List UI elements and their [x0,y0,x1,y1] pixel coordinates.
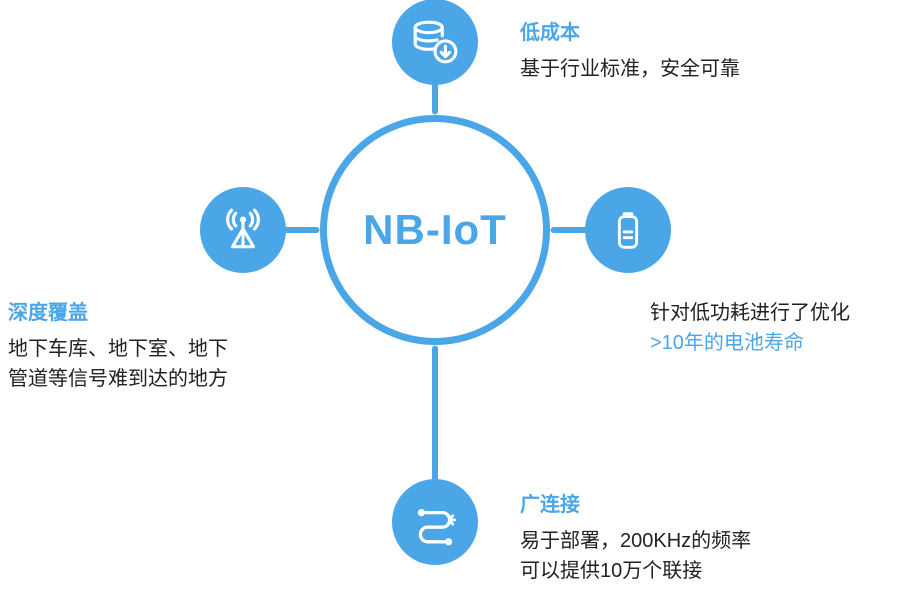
desc2-wide-connect: 可以提供10万个联接 [520,556,840,586]
node-low-power [585,187,671,273]
node-deep-coverage [200,187,286,273]
desc2-deep-coverage: 管道等信号难到达的地方 [8,364,288,394]
text-low-power: 针对低功耗进行了优化 >10年的电池寿命 [650,298,900,358]
antenna-icon [218,205,268,255]
title-low-cost: 低成本 [520,18,840,48]
desc2-low-power: >10年的电池寿命 [650,328,900,358]
text-wide-connect: 广连接 易于部署，200KHz的频率 可以提供10万个联接 [520,490,840,586]
title-wide-connect: 广连接 [520,490,840,520]
diagram-canvas: NB-IoT 低成本 基于行业标准，安全可靠 [0,0,900,600]
desc-low-power: 针对低功耗进行了优化 [650,298,900,328]
database-download-icon [410,17,460,67]
node-low-cost [392,0,478,85]
text-deep-coverage: 深度覆盖 地下车库、地下室、地下 管道等信号难到达的地方 [8,298,288,394]
text-low-cost: 低成本 基于行业标准，安全可靠 [520,18,840,84]
desc-wide-connect: 易于部署，200KHz的频率 [520,526,840,556]
center-label: NB-IoT [363,206,507,254]
route-icon [410,497,460,547]
desc-deep-coverage: 地下车库、地下室、地下 [8,334,288,364]
desc-low-cost: 基于行业标准，安全可靠 [520,54,840,84]
title-deep-coverage: 深度覆盖 [8,298,288,328]
battery-icon [605,207,651,253]
node-wide-connect [392,479,478,565]
center-node: NB-IoT [320,115,550,345]
